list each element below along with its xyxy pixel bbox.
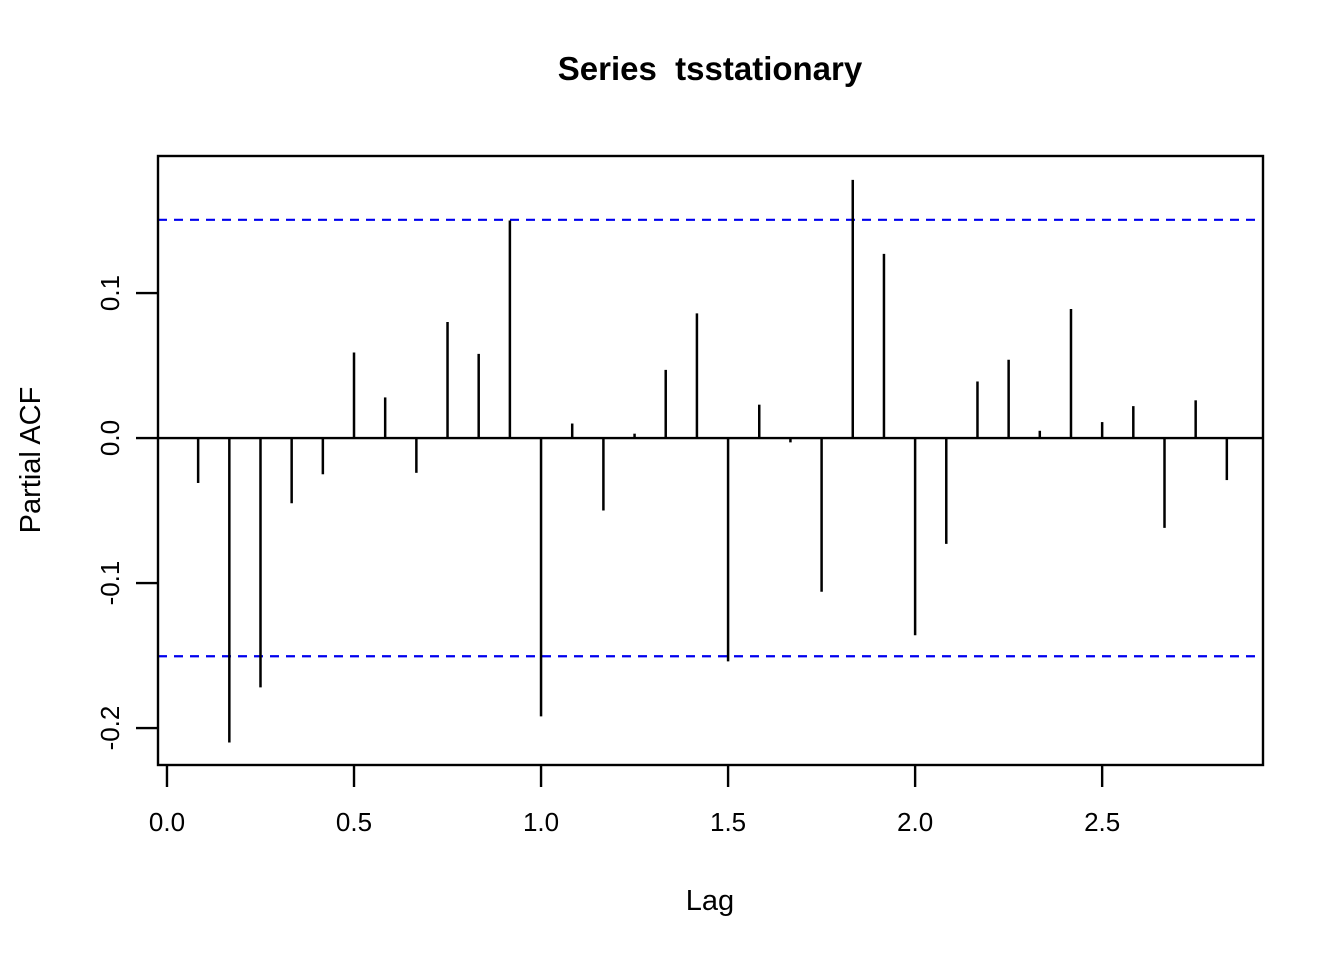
y-tick-label: -0.2 — [95, 706, 125, 751]
chart-title: Series tsstationary — [558, 50, 863, 87]
y-axis: 0.1 0.0 -0.1 -0.2 — [95, 275, 158, 750]
x-axis-label: Lag — [686, 885, 734, 917]
y-tick-label: 0.1 — [95, 275, 125, 311]
y-tick-label: -0.1 — [95, 561, 125, 606]
x-tick-label: 0.0 — [149, 807, 185, 837]
x-tick-label: 1.0 — [523, 807, 559, 837]
x-tick-label: 1.5 — [710, 807, 746, 837]
x-tick-label: 0.5 — [336, 807, 372, 837]
y-tick-label: 0.0 — [95, 420, 125, 456]
x-tick-label: 2.0 — [897, 807, 933, 837]
pacf-bars — [196, 179, 1229, 743]
y-axis-label: Partial ACF — [15, 387, 47, 534]
x-axis: 0.0 0.5 1.0 1.5 2.0 2.5 — [149, 765, 1120, 837]
plot-box-border — [156, 154, 1265, 767]
plot-box — [156, 154, 1265, 767]
x-tick-label: 2.5 — [1084, 807, 1120, 837]
confidence-lines — [158, 218, 1263, 658]
